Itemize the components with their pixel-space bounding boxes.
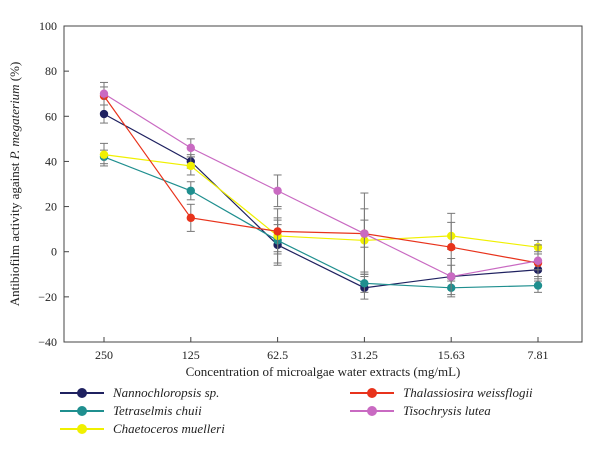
legend-item: Nannochloropsis sp. — [60, 384, 219, 402]
legend-swatch-dot — [77, 406, 87, 416]
legend-swatch-dot — [367, 406, 377, 416]
y-axis-title-organism: P. megaterium — [7, 84, 22, 160]
legend-label: Thalassiosira weissflogii — [403, 385, 533, 400]
series-line — [103, 113, 539, 289]
data-point — [186, 186, 195, 195]
series-line — [103, 95, 539, 264]
legend-label: Tisochrysis lutea — [403, 403, 491, 418]
x-tick-label: 7.81 — [528, 348, 549, 362]
data-point — [99, 89, 109, 98]
data-point — [533, 256, 543, 265]
x-axis: 250 125 62.5 31.25 15.63 7.81 — [95, 337, 549, 362]
legend-item: Thalassiosira weissflogii — [350, 384, 533, 402]
y-tick-label: 80 — [45, 64, 57, 78]
series-layer — [99, 81, 543, 300]
data-point — [533, 281, 543, 290]
y-tick-label: −40 — [38, 335, 57, 349]
series-line — [103, 154, 539, 248]
y-axis-title-prefix: Antibiofilm activity against — [7, 159, 22, 306]
legend-swatch — [60, 387, 104, 399]
x-tick-label: 62.5 — [267, 348, 288, 362]
x-tick-label: 250 — [95, 348, 113, 362]
series-4 — [99, 81, 543, 296]
legend-swatch — [60, 405, 104, 417]
data-point — [273, 227, 282, 236]
y-tick-label: −20 — [38, 290, 57, 304]
data-point — [186, 161, 195, 171]
data-point — [186, 213, 195, 223]
data-point — [447, 243, 456, 252]
data-point — [360, 279, 369, 288]
series-3 — [99, 86, 543, 282]
series-line — [103, 93, 539, 278]
data-point — [99, 109, 109, 119]
x-axis-title: Concentration of microalgae water extrac… — [186, 364, 461, 379]
legend-label: Chaetoceros muelleri — [113, 421, 225, 436]
y-tick-label: 40 — [45, 154, 57, 168]
series-2 — [99, 142, 543, 273]
legend-item: Chaetoceros muelleri — [60, 420, 225, 438]
legend-label: Tetraselmis chuii — [113, 403, 202, 418]
y-tick-label: 20 — [45, 200, 57, 214]
legend-swatch — [60, 423, 104, 435]
y-axis-title-suffix: (%) — [7, 62, 22, 85]
x-tick-label: 15.63 — [438, 348, 465, 362]
legend-swatch — [350, 405, 394, 417]
y-axis: 100 80 60 40 20 0 −20 −40 — [38, 19, 69, 349]
legend-swatch-dot — [367, 388, 377, 398]
legend-swatch-dot — [77, 424, 87, 434]
data-point — [447, 272, 456, 281]
data-point — [99, 150, 109, 159]
series-1 — [99, 149, 543, 298]
legend-item: Tisochrysis lutea — [350, 402, 491, 420]
y-tick-label: 0 — [51, 245, 57, 259]
legend-swatch-dot — [77, 388, 87, 398]
legend-swatch — [350, 387, 394, 399]
legend-item: Tetraselmis chuii — [60, 402, 202, 420]
x-tick-label: 31.25 — [351, 348, 378, 362]
x-tick-label: 125 — [182, 348, 200, 362]
legend-label: Nannochloropsis sp. — [113, 385, 220, 400]
y-tick-label: 100 — [39, 19, 57, 33]
data-point — [360, 229, 369, 238]
legend: Nannochloropsis sp. Tetraselmis chuii Chae… — [60, 384, 580, 454]
series-0 — [99, 104, 543, 300]
y-axis-title: Antibiofilm activity against P. megateri… — [7, 62, 22, 307]
plot-frame — [63, 25, 583, 343]
data-point — [273, 186, 282, 195]
data-point — [186, 143, 195, 153]
series-line — [103, 156, 539, 289]
y-tick-label: 60 — [45, 109, 57, 123]
